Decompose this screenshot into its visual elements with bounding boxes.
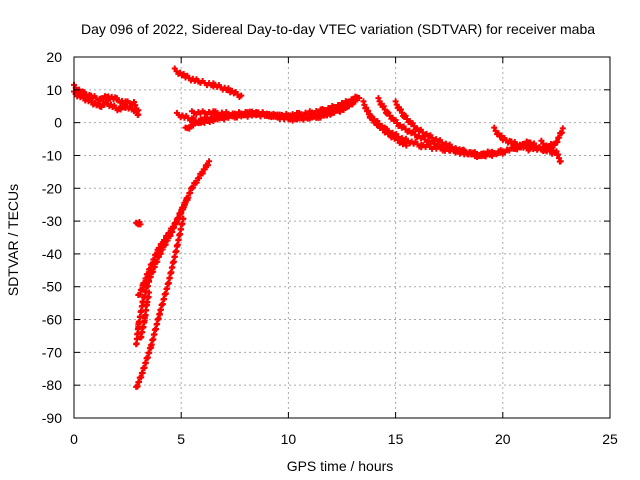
y-tick-label: -10 (42, 147, 62, 163)
data-point (402, 112, 409, 119)
data-point (403, 142, 410, 149)
data-point (350, 96, 357, 103)
data-point (346, 99, 353, 106)
data-point (385, 109, 392, 116)
data-point (380, 103, 387, 110)
y-tick-label: -40 (42, 246, 62, 262)
data-point (190, 184, 197, 191)
plot-frame (73, 56, 611, 419)
data-point (557, 158, 564, 165)
data-point (356, 94, 363, 101)
series-arc-early-positive-2 (71, 81, 142, 118)
x-tick-label: 5 (177, 431, 185, 447)
data-point (137, 221, 144, 228)
x-tick-label: 0 (70, 431, 78, 447)
data-point (166, 229, 173, 236)
data-point (196, 175, 203, 182)
series-arc-descending-top (171, 65, 245, 101)
data-point (154, 249, 161, 256)
data-point (184, 196, 191, 203)
data-point (201, 166, 208, 173)
data-point (117, 106, 124, 113)
data-point (172, 220, 179, 227)
data-point (193, 179, 200, 186)
y-axis-label: SDTVAR / TECUs (5, 184, 21, 296)
data-point (392, 116, 399, 123)
data-point (186, 125, 193, 132)
data-point (195, 120, 202, 127)
data-point (205, 162, 211, 169)
chart-title: Day 096 of 2022, Sidereal Day-to-day VTE… (81, 21, 595, 37)
data-point (498, 132, 505, 139)
y-tick-label: -50 (42, 279, 62, 295)
axis-ticks: 0 5 10 15 20 25 -90 -80 -70 -60 -50 -40 -30 -20 -10 0 10… (42, 49, 618, 447)
data-point (206, 158, 213, 165)
series-arc-late-3 (510, 125, 566, 154)
y-tick-label: 10 (46, 82, 62, 98)
y-tick-label: -90 (42, 410, 62, 426)
data-point (397, 106, 404, 113)
data-point (146, 289, 153, 296)
series-arc-steep-3 (133, 215, 187, 390)
data-point (170, 225, 177, 232)
data-point (156, 245, 163, 252)
data-point (330, 109, 337, 116)
series-arc-mid-flat-3 (188, 93, 363, 121)
x-axis-label: GPS time / hours (287, 458, 394, 474)
y-tick-label: 20 (46, 49, 62, 65)
data-point (392, 98, 399, 105)
data-point (98, 104, 105, 111)
data-point (159, 241, 166, 248)
y-tick-label: -20 (42, 180, 62, 196)
series-layer (71, 65, 566, 390)
series-arc-late-4 (538, 137, 564, 165)
y-tick-label: -70 (42, 344, 62, 360)
data-point (135, 111, 142, 118)
data-point (375, 95, 382, 102)
x-tick-label: 20 (495, 431, 511, 447)
y-tick-label: 0 (54, 115, 62, 131)
data-point (340, 101, 347, 108)
series-arc-isolated (133, 218, 144, 228)
series-arc-steep-2 (135, 196, 191, 298)
data-point (190, 122, 197, 129)
data-point (100, 96, 107, 103)
data-point (180, 215, 187, 222)
x-tick-label: 10 (281, 431, 297, 447)
x-tick-label: 15 (388, 431, 404, 447)
x-tick-label: 25 (602, 431, 618, 447)
data-point (199, 170, 206, 177)
data-point (491, 124, 498, 131)
data-point (238, 92, 245, 99)
y-tick-label: -30 (42, 213, 62, 229)
y-tick-label: -80 (42, 377, 62, 393)
data-point (164, 234, 171, 241)
series-arc-steep-4 (137, 289, 153, 341)
series-arc-descending-right-4 (366, 111, 506, 160)
data-point (96, 98, 103, 105)
data-point (559, 125, 566, 132)
y-tick-label: -60 (42, 312, 62, 328)
data-point (409, 120, 416, 127)
